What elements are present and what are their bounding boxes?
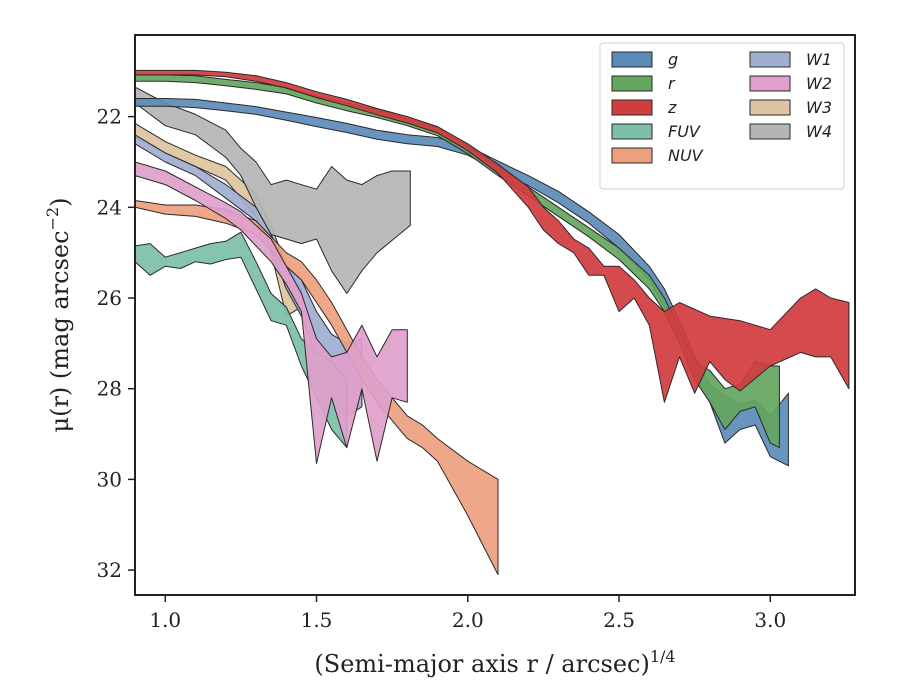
x-tick-label: 2.0	[452, 608, 484, 632]
legend-label-nuv: NUV	[668, 146, 704, 165]
legend-label-w3: W3	[806, 98, 832, 117]
x-tick-label: 2.5	[603, 608, 635, 632]
legend-label-w2: W2	[806, 74, 832, 93]
legend-swatch-fuv	[611, 123, 653, 140]
plot-frame	[134, 34, 856, 596]
legend-swatch-w2	[749, 75, 791, 92]
legend-swatch-w1	[749, 51, 791, 68]
y-tick-label: 24	[97, 195, 122, 219]
y-axis: 22 24 26 28 30 32	[97, 105, 135, 582]
legend-label-r: r	[668, 74, 676, 93]
legend-swatch-z	[611, 99, 653, 116]
x-tick-label: 1.0	[149, 608, 181, 632]
x-tick-label: 3.0	[754, 608, 786, 632]
legend-swatch-w3	[749, 99, 791, 116]
series-band-w2	[135, 161, 408, 464]
legend-swatch-nuv	[611, 147, 653, 164]
series-band-w4	[135, 86, 411, 294]
legend-label-w1: W1	[806, 50, 832, 69]
series-band-g	[135, 98, 789, 467]
x-axis-label: (Semi-major axis r / arcsec)1/4	[314, 647, 675, 678]
legend-label-w4: W4	[806, 122, 832, 141]
y-tick-label: 30	[97, 467, 122, 491]
y-tick-label: 28	[97, 377, 122, 401]
legend-swatch-r	[611, 75, 653, 92]
legend-label-fuv: FUV	[668, 122, 701, 141]
legend-swatch-w4	[749, 123, 791, 140]
y-tick-label: 32	[97, 558, 122, 582]
y-tick-label: 22	[97, 105, 122, 129]
legend-swatch-g	[611, 51, 653, 68]
legend-label-g: g	[668, 50, 678, 69]
legend: grz FUV NUV W1 W2 W3 W4	[599, 42, 845, 190]
x-tick-label: 1.5	[301, 608, 333, 632]
series-band-z	[135, 69, 850, 403]
y-tick-label: 26	[97, 286, 122, 310]
legend-label-z: z	[667, 98, 677, 117]
y-axis-label: μ(r) (mag arcsec−2)	[43, 198, 74, 433]
x-axis: 1.0 1.5 2.0 2.5 3.0	[149, 595, 786, 632]
series-layer	[135, 69, 850, 576]
